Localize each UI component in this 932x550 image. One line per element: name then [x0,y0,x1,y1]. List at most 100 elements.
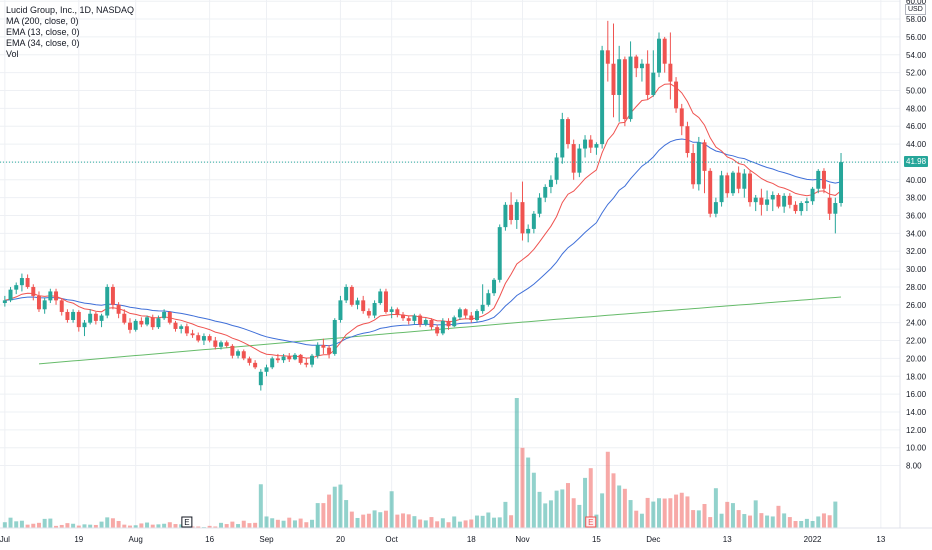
volume-bar [127,525,132,528]
volume-bar [31,523,36,528]
candle-body [71,311,76,321]
volume-bar [281,520,286,528]
candle-body [54,291,59,301]
candle-body [179,326,184,329]
candle-body [401,314,406,319]
volume-bar [560,489,565,528]
y-tick-label: 24.00 [906,319,927,328]
candle-body [719,175,724,203]
x-tick-label: 13 [723,535,732,544]
candle-body [258,371,263,386]
legend-ma200[interactable]: MA (200, close, 0) [6,16,79,26]
candle-body [412,315,417,321]
volume-bar [429,517,434,528]
y-tick-label: 48.00 [906,104,927,113]
candle-body [691,153,696,185]
volume-bar [253,522,258,528]
candle-body [560,119,565,158]
symbol-title[interactable]: Lucid Group, Inc., 1D, NASDAQ [6,5,135,15]
volume-bar [25,524,30,528]
volume-bar [423,520,428,528]
volume-bar [765,515,770,528]
candle-body [298,354,303,363]
x-tick-label: 18 [467,535,476,544]
candle-body [105,286,110,316]
candle-body [99,315,104,321]
y-tick-label: 8.00 [906,462,922,471]
volume-bar [583,477,588,528]
volume-bar [71,523,76,528]
volume-bar [605,451,610,528]
volume-bar [520,447,525,528]
volume-bar [54,525,59,528]
candle-body [378,291,383,304]
ema13-line [4,83,842,359]
moving-average-lines [4,83,842,365]
candle-body [196,335,201,341]
volume-bar [406,514,411,528]
volume-bar [287,517,292,528]
volume-bar [674,494,679,528]
candle-body [315,345,320,356]
candle-body [429,320,434,328]
x-tick-label: Aug [129,535,143,544]
y-tick-label: 44.00 [906,140,927,149]
legend-ema13[interactable]: EMA (13, close, 0) [6,27,80,37]
volume-bar [173,524,178,528]
currency-label[interactable]: USD [905,4,926,15]
candle-body [514,202,519,220]
candle-body [93,313,98,321]
volume-bar [418,519,423,528]
volume-bar [810,521,815,528]
legend-ema34[interactable]: EMA (34, close, 0) [6,38,80,48]
volume-bar [770,516,775,528]
candle-body [628,56,633,120]
candle-body [25,278,30,287]
volume-bar [440,518,445,528]
y-tick-label: 56.00 [906,33,927,42]
legend-volume[interactable]: Vol [6,49,19,59]
candle-body [127,322,132,330]
time-axis[interactable]: Jul 19 Aug 16 Sep 20 Oct 18 Nov 15 Dec 13 2022 13 [0,535,886,544]
ema34-line [4,138,842,347]
volume-bar [782,513,787,528]
volume-bar [82,524,87,528]
candle-body [776,194,781,207]
candle-body [446,320,451,327]
price-axis[interactable]: 66.0064.0062.0060.0058.0056.0054.0052.00… [906,0,927,471]
candle-body [492,279,497,294]
candle-body [110,286,115,305]
volume-bar [719,513,724,528]
volume-bar [776,505,781,528]
candle-body [344,286,349,301]
volume-bar [401,513,406,528]
volume-bar [611,473,616,528]
candle-body [150,317,155,328]
y-tick-label: 16.00 [906,390,927,399]
y-tick-label: 12.00 [906,426,927,435]
candle-body [253,362,258,368]
candle-body [713,202,718,214]
volume-bar [651,501,656,528]
candle-body [327,347,332,354]
candle-body [310,355,315,365]
volume-bar [748,515,753,528]
candle-body [531,213,536,229]
volume-bar [600,493,605,528]
candle-body [8,289,13,301]
candle-body [406,318,411,321]
volume-bar [93,524,98,528]
candle-body [167,311,172,323]
candle-body [65,311,70,321]
candle-body [565,119,570,145]
volume-bar [48,518,53,528]
candle-body [184,326,189,334]
candle-body [372,303,377,316]
x-tick-label: Dec [646,535,660,544]
volume-bar [304,522,309,528]
volume-bar [315,503,320,528]
volume-bar [2,522,7,528]
candle-body [190,333,195,336]
